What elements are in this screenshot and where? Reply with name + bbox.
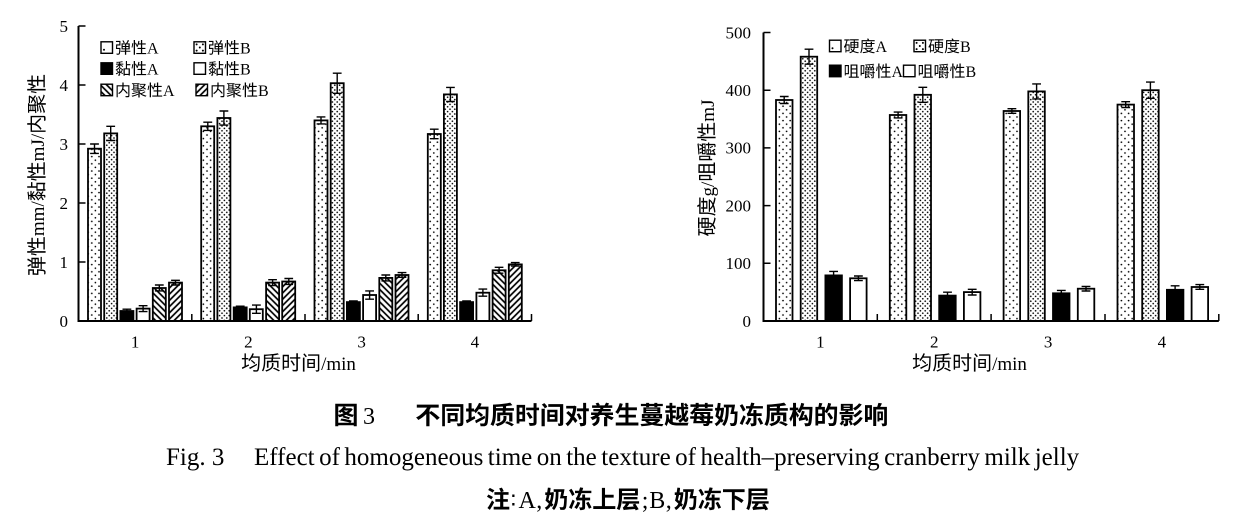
svg-text:/min: /min <box>992 354 1027 375</box>
svg-text:B: B <box>258 83 269 100</box>
svg-text:2: 2 <box>244 333 253 352</box>
svg-text:A: A <box>876 39 888 56</box>
svg-text:1: 1 <box>816 333 825 352</box>
svg-text:/min: /min <box>321 354 356 375</box>
svg-text:;: ; <box>642 488 649 514</box>
svg-text:3: 3 <box>363 404 375 430</box>
svg-text:4: 4 <box>1158 333 1167 352</box>
svg-text:300: 300 <box>726 139 752 158</box>
svg-text:B: B <box>960 39 971 56</box>
svg-text:A: A <box>163 83 175 100</box>
svg-text:1: 1 <box>131 333 140 352</box>
svg-text:mm/: mm/ <box>28 201 49 237</box>
svg-text:500: 500 <box>726 23 752 42</box>
svg-text:A: A <box>892 64 904 81</box>
svg-text:0: 0 <box>743 312 752 331</box>
svg-text:4: 4 <box>471 333 480 352</box>
svg-text:B: B <box>240 62 251 79</box>
svg-text:B: B <box>649 488 665 514</box>
svg-text:Effect of homogeneous time on: Effect of homogeneous time on the textur… <box>254 444 1080 471</box>
svg-text:A: A <box>147 41 159 58</box>
svg-text:200: 200 <box>726 196 752 215</box>
svg-text:2: 2 <box>930 333 939 352</box>
svg-text:5: 5 <box>60 17 69 36</box>
svg-text:Fig. 3: Fig. 3 <box>166 444 224 471</box>
svg-text:B: B <box>966 64 977 81</box>
svg-text:400: 400 <box>726 81 752 100</box>
svg-text:B: B <box>240 41 251 58</box>
svg-text:3: 3 <box>60 135 69 154</box>
svg-text:mJ/: mJ/ <box>28 133 49 161</box>
svg-text:,: , <box>536 488 542 514</box>
svg-text:0: 0 <box>60 312 69 331</box>
svg-text:,: , <box>666 488 672 514</box>
svg-text:3: 3 <box>1044 333 1053 352</box>
svg-text:4: 4 <box>60 76 69 95</box>
svg-text:g/: g/ <box>698 181 719 197</box>
svg-text:A: A <box>147 62 159 79</box>
svg-text:mJ: mJ <box>698 100 719 122</box>
svg-text:100: 100 <box>726 254 752 273</box>
svg-text:3: 3 <box>357 333 366 352</box>
svg-text:1: 1 <box>60 253 69 272</box>
svg-text:∶: ∶ <box>511 488 517 513</box>
svg-text:2: 2 <box>60 194 69 213</box>
svg-text:A: A <box>519 488 537 514</box>
